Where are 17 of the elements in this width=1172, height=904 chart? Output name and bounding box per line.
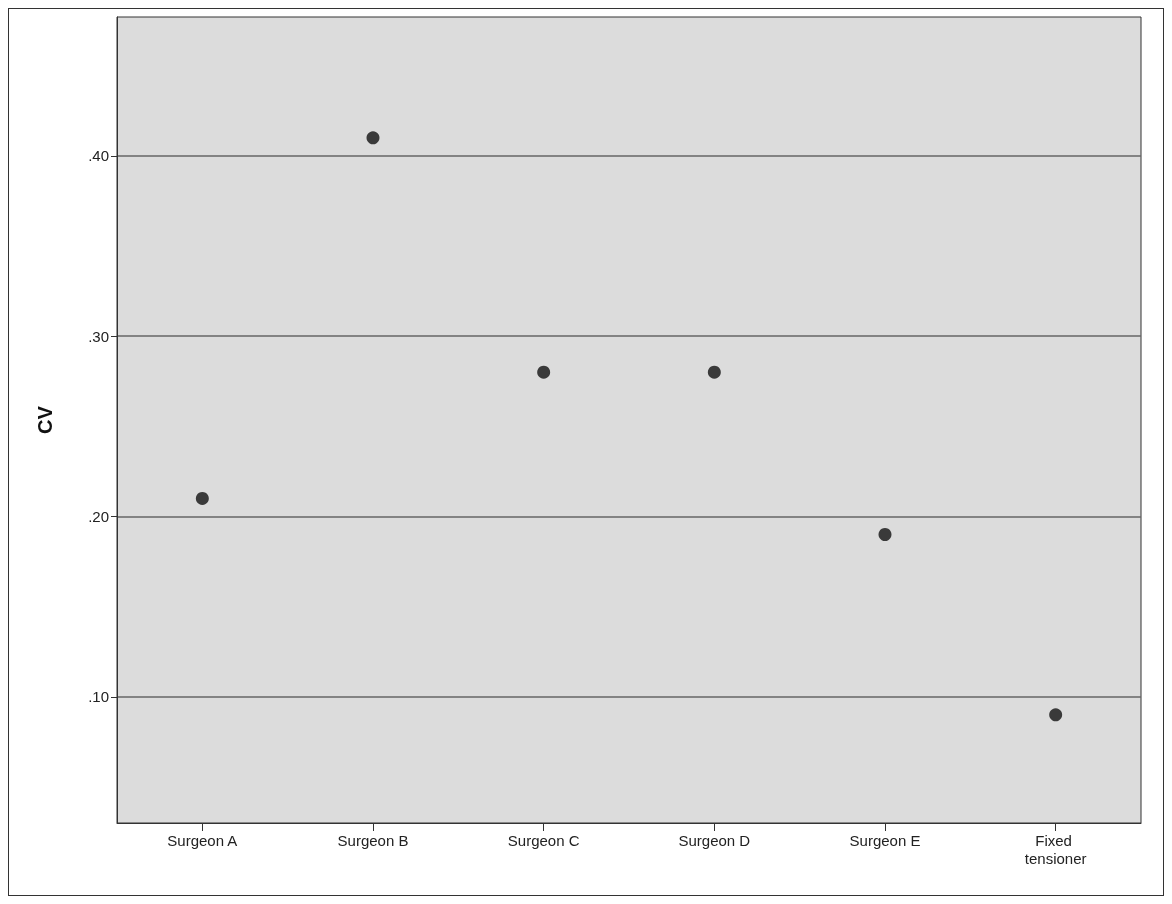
- point: [195, 491, 209, 505]
- y-tick-label: .30: [88, 327, 109, 345]
- x-tick-label: Surgeon D: [678, 831, 751, 849]
- point: [537, 365, 551, 379]
- x-tick-label: Surgeon A: [167, 831, 238, 849]
- point: [1049, 708, 1063, 722]
- point: [707, 365, 721, 379]
- y-tick-label: .20: [88, 507, 109, 525]
- x-tick-label: Surgeon B: [337, 831, 409, 849]
- point: [878, 528, 892, 541]
- x-tick-label: Surgeon C: [507, 831, 580, 849]
- y-axis-title: CV: [34, 405, 56, 434]
- point: [366, 131, 380, 145]
- x-tick-label: Fixed tensioner: [1024, 831, 1087, 867]
- x-tick-label: Surgeon E: [849, 831, 921, 849]
- y-tick-label: .10: [88, 688, 109, 706]
- y-tick-label: .40: [88, 147, 109, 165]
